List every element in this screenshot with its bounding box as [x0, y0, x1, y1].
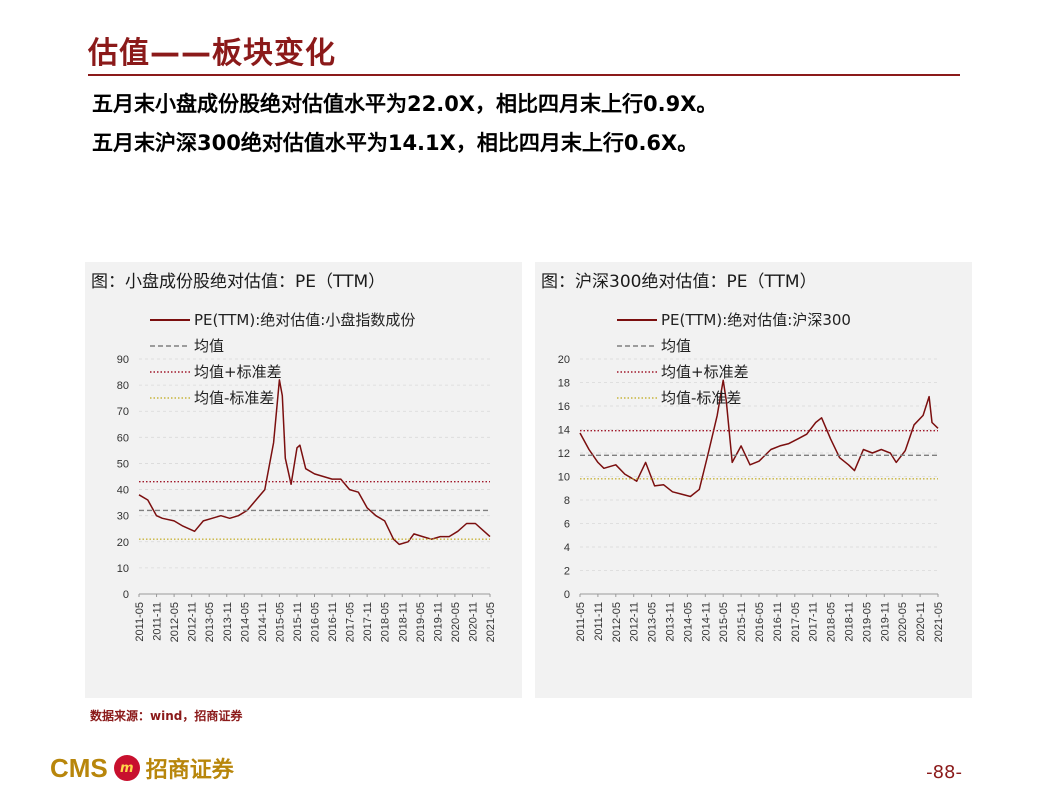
x-tick-label: 2016-05: [310, 602, 322, 642]
x-tick-label: 2011-05: [134, 602, 146, 642]
y-tick-label: 0: [564, 589, 570, 601]
y-tick-label: 20: [117, 537, 129, 549]
x-tick-label: 2017-11: [362, 602, 374, 642]
x-tick-label: 2018-05: [380, 602, 392, 642]
x-tick-label: 2018-11: [397, 602, 409, 642]
x-tick-label: 2014-11: [257, 602, 269, 642]
page-number: -88-: [926, 762, 962, 783]
x-tick-label: 2020-05: [450, 602, 462, 642]
x-tick-label: 2012-11: [187, 602, 199, 642]
x-tick-label: 2013-11: [665, 602, 677, 642]
x-tick-label: 2011-11: [152, 602, 164, 641]
legend-label: PE(TTM):绝对估值:沪深300: [661, 311, 851, 329]
x-tick-label: 2012-05: [611, 602, 623, 642]
legend-label: 均值: [194, 337, 224, 355]
y-tick-label: 30: [117, 511, 129, 523]
x-tick-label: 2019-05: [415, 602, 427, 642]
summary-line-1: 五月末小盘成份股绝对估值水平为22.0X，相比四月末上行0.9X。: [92, 92, 718, 116]
legend-label: 均值+标准差: [194, 363, 282, 381]
y-tick-label: 10: [558, 472, 570, 484]
x-tick-label: 2014-05: [682, 602, 694, 642]
x-tick-label: 2020-11: [467, 602, 479, 642]
y-tick-label: 50: [117, 458, 129, 470]
y-tick-label: 80: [117, 380, 129, 392]
title-rule: [88, 74, 960, 76]
legend-label: 均值+标准差: [661, 363, 749, 381]
legend-label: 均值-标准差: [661, 389, 741, 407]
legend-label: 均值: [661, 337, 691, 355]
x-tick-label: 2018-05: [826, 602, 838, 642]
x-tick-label: 2012-05: [169, 602, 181, 642]
y-tick-label: 90: [117, 354, 129, 366]
chart-csi300-pe: 0 2 4 6 8 10 12 14 16 18 20 2011-05 2011-11 2012-05 20…: [558, 311, 945, 642]
logo-chinese: 招商证券: [145, 758, 234, 783]
chart-panel-csi300: 图：沪深300绝对估值：PE（TTM） 0 2 4 6 8 10 12 14 16 18 20 201…: [535, 262, 972, 698]
x-tick-label: 2016-05: [754, 602, 766, 642]
x-tick-label: 2014-11: [700, 602, 712, 642]
y-tick-label: 10: [117, 563, 129, 575]
chart-title: 图：小盘成份股绝对估值：PE（TTM）: [91, 272, 386, 292]
x-tick-label: 2017-11: [808, 602, 820, 642]
x-tick-label: 2011-05: [575, 602, 587, 642]
y-tick-label: 20: [558, 354, 570, 366]
x-tick-label: 2016-11: [772, 602, 784, 642]
x-tick-label: 2017-05: [790, 602, 802, 642]
logo-latin: CMS: [50, 752, 108, 783]
y-tick-label: 16: [558, 401, 570, 413]
x-tick-label: 2019-11: [879, 602, 891, 642]
x-tick-label: 2015-11: [292, 602, 304, 642]
x-tick-label: 2016-11: [327, 602, 339, 642]
x-tick-label: 2017-05: [345, 602, 357, 642]
y-tick-label: 4: [564, 542, 570, 554]
x-tick-label: 2020-05: [897, 602, 909, 642]
x-tick-label: 2015-05: [274, 602, 286, 642]
x-tick-label: 2018-11: [844, 602, 856, 642]
y-tick-label: 40: [117, 485, 129, 497]
legend-label: PE(TTM):绝对估值:小盘指数成份: [194, 311, 415, 329]
x-tick-label: 2011-11: [593, 602, 605, 641]
x-tick-label: 2014-05: [239, 602, 251, 642]
x-tick-label: 2013-05: [204, 602, 216, 642]
y-tick-label: 0: [123, 589, 129, 601]
legend-label: 均值-标准差: [194, 389, 274, 407]
logo-badge-icon: m: [113, 755, 140, 781]
chart-title: 图：沪深300绝对估值：PE（TTM）: [541, 272, 817, 292]
y-tick-label: 12: [558, 448, 570, 460]
x-tick-label: 2020-11: [915, 602, 927, 642]
brand-logo: CMS m 招商证券: [50, 752, 234, 784]
x-tick-label: 2013-11: [222, 602, 234, 642]
chart-small-cap-pe: 0 10 20 30 40 50 60 70 80 90 2011-05 2011-11 2012-05…: [117, 311, 497, 642]
x-tick-label: 2021-05: [485, 602, 497, 642]
x-tick-label: 2019-11: [432, 602, 444, 642]
y-tick-label: 2: [564, 566, 570, 578]
x-tick-label: 2019-05: [861, 602, 873, 642]
x-tick-label: 2015-05: [718, 602, 730, 642]
y-tick-label: 6: [564, 519, 570, 531]
x-tick-label: 2013-05: [647, 602, 659, 642]
x-tick-label: 2021-05: [933, 602, 945, 642]
y-tick-label: 18: [558, 378, 570, 390]
data-source: 数据来源：wind，招商证券: [90, 709, 243, 723]
summary-line-2: 五月末沪深300绝对估值水平为14.1X，相比四月末上行0.6X。: [92, 131, 699, 155]
x-tick-label: 2012-11: [629, 602, 641, 642]
y-tick-label: 14: [558, 425, 570, 437]
page-title: 估值——板块变化: [88, 36, 336, 71]
x-tick-label: 2015-11: [736, 602, 748, 642]
y-tick-label: 60: [117, 432, 129, 444]
y-tick-label: 8: [564, 495, 570, 507]
chart-panel-small-cap: 图：小盘成份股绝对估值：PE（TTM） 0 10 20 30 40 50 60 70 80 90 2…: [85, 262, 522, 698]
series-line-pe: [138, 379, 491, 546]
y-tick-label: 70: [117, 406, 129, 418]
